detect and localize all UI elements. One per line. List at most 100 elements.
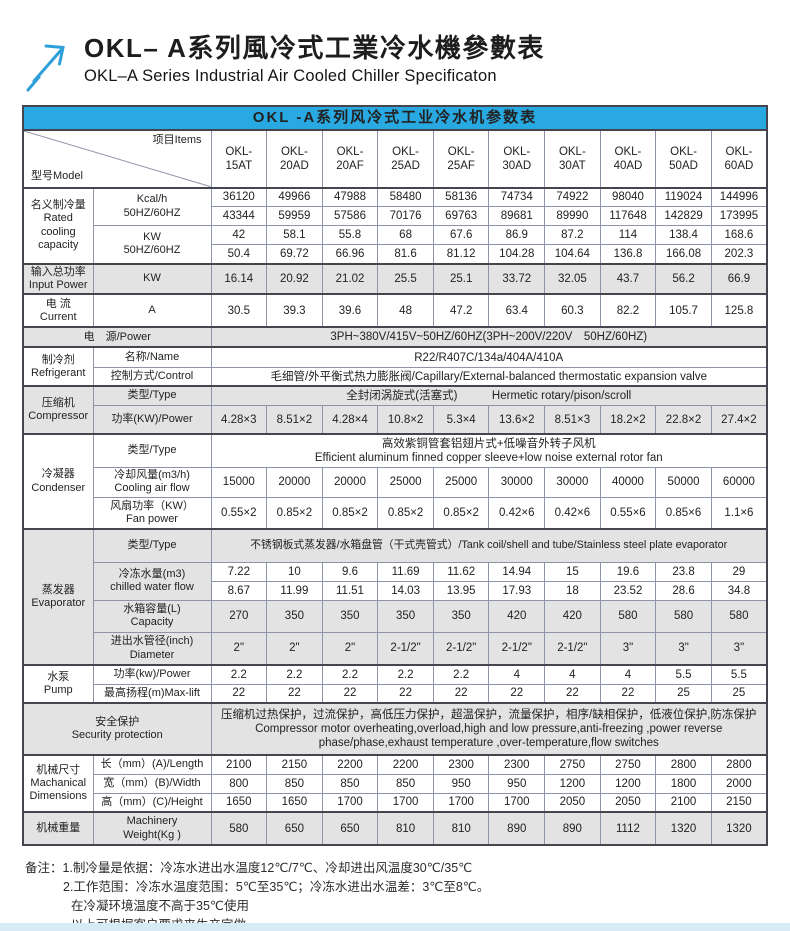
data-cell: 650 <box>321 811 379 846</box>
data-cell: 350 <box>432 599 490 633</box>
data-cell: 0.85×2 <box>377 496 434 530</box>
data-cell: 800 <box>210 773 268 794</box>
data-cell: 350 <box>377 599 434 633</box>
bottom-accent-bar <box>0 923 790 931</box>
data-cell: 104.64 <box>544 244 601 265</box>
data-cell: 2750 <box>599 754 657 775</box>
data-cell: 0.42×6 <box>544 496 601 530</box>
data-cell: 18.2×2 <box>599 404 657 435</box>
data-cell: 14.03 <box>377 580 434 601</box>
data-cell: 69.72 <box>266 244 323 265</box>
tank-capacity-label: 水箱容量(L) Capacity <box>92 599 212 633</box>
data-cell: 58.1 <box>266 225 323 246</box>
chilled-water-label: 冷冻水量(m3) chilled water flow <box>92 561 212 601</box>
weight-label: 机械重量 <box>22 811 94 846</box>
data-cell: 60.3 <box>544 293 601 328</box>
data-cell: 2-1/2" <box>544 631 601 666</box>
data-cell: 42 <box>210 225 268 246</box>
data-cell: 49966 <box>266 186 323 208</box>
data-cell: 104.28 <box>488 244 546 265</box>
length-row: 机械尺寸 Machanical Dimensions 长（mm）(A)/Leng… <box>22 754 768 813</box>
data-cell: 950 <box>488 773 546 794</box>
data-cell: 9.6 <box>321 561 379 582</box>
page-header: OKL– A系列風冷式工業冷水機參數表 OKL–A Series Industr… <box>26 33 790 92</box>
compressor-type-row: 压缩机 Compressor 类型/Type 全封闭涡旋式(活塞式) Herme… <box>22 385 768 435</box>
data-cell: 16.14 <box>210 262 268 295</box>
data-cell: 420 <box>544 599 601 633</box>
table-row: 50.4 69.72 66.96 81.6 81.12 104.28 104.64 136.8… <box>23 244 768 265</box>
input-power-row: 输入总功率 Input Power KW 16.14 20.92 21.02 25.5… <box>22 262 768 295</box>
rated-capacity-label: 名义制冷量 Rated cooling capacity <box>22 186 94 265</box>
data-cell: 119024 <box>655 186 712 208</box>
data-cell: OKL- 20AF <box>321 129 379 189</box>
compressor-power-label: 功率(KW)/Power <box>92 404 212 435</box>
data-cell: 1320 <box>655 811 712 846</box>
page-subtitle: OKL–A Series Industrial Air Cooled Chill… <box>84 66 497 85</box>
data-cell: 105.7 <box>655 293 712 328</box>
data-cell: 55.8 <box>321 225 379 246</box>
data-cell: 13.6×2 <box>488 404 546 435</box>
data-cell: 22 <box>432 683 490 704</box>
data-cell: 890 <box>544 811 601 846</box>
data-cell: OKL- 15AT <box>210 129 268 189</box>
data-cell: 68 <box>377 225 434 246</box>
data-cell: 47.2 <box>432 293 490 328</box>
data-cell: 2.2 <box>321 664 379 685</box>
data-cell: 89990 <box>544 206 601 227</box>
data-cell: 56.2 <box>655 262 712 295</box>
data-cell: 81.12 <box>432 244 490 265</box>
data-cell: 8.51×2 <box>266 404 323 435</box>
data-cell: 350 <box>321 599 379 633</box>
pump-label: 水泵 Pump <box>22 664 94 704</box>
data-cell: 87.2 <box>544 225 601 246</box>
evaporator-type-value: 不锈钢板式蒸发器/水箱盘管（干式壳管式）/Tank coil/shell and… <box>210 528 768 563</box>
data-cell: 2800 <box>655 754 712 775</box>
data-cell: 117648 <box>599 206 657 227</box>
max-lift-row: 最高扬程(m)Max-lift 22 22 22 22 22 22 22 22 25 25 <box>23 683 768 704</box>
data-cell: 28.6 <box>655 580 712 601</box>
max-lift-label: 最高扬程(m)Max-lift <box>92 683 212 704</box>
data-cell: 850 <box>321 773 379 794</box>
data-cell: 18 <box>544 580 601 601</box>
evaporator-type-row: 蒸发器 Evaporator 类型/Type 不锈钢板式蒸发器/水箱盘管（干式壳… <box>22 528 768 666</box>
data-cell: 0.85×6 <box>655 496 712 530</box>
height-row: 高（mm）(C)/Height 1650 1650 1700 1700 1700 1700… <box>23 792 768 813</box>
data-cell: 66.96 <box>321 244 379 265</box>
data-cell: 10 <box>266 561 323 582</box>
data-cell: 2.2 <box>210 664 268 685</box>
data-cell: 60000 <box>710 466 768 498</box>
power-supply-value: 3PH~380V/415V~50HZ/60HZ(3PH~200V/220V 50… <box>210 326 768 348</box>
data-cell: 27.4×2 <box>710 404 768 435</box>
data-cell: 25000 <box>432 466 490 498</box>
data-cell: 1650 <box>266 792 323 813</box>
data-cell: 350 <box>266 599 323 633</box>
data-cell: 2-1/2" <box>488 631 546 666</box>
data-cell: 2" <box>266 631 323 666</box>
data-cell: 420 <box>488 599 546 633</box>
data-cell: 82.2 <box>599 293 657 328</box>
data-cell: 950 <box>432 773 490 794</box>
corner-cell: 型号Model 项目Items <box>22 129 212 189</box>
data-cell: 2800 <box>710 754 768 775</box>
data-cell: 39.6 <box>321 293 379 328</box>
data-cell: 30000 <box>544 466 601 498</box>
compressor-label: 压缩机 Compressor <box>22 385 94 435</box>
data-cell: 34.8 <box>710 580 768 601</box>
data-cell: OKL- 50AD <box>655 129 712 189</box>
condenser-type-row: 冷凝器 Condenser 类型/Type 高效紫铜管套铝翅片式+低噪音外转子风… <box>22 433 768 530</box>
data-cell: OKL- 25AD <box>377 129 434 189</box>
data-cell: 43.7 <box>599 262 657 295</box>
data-cell: 25 <box>710 683 768 704</box>
data-cell: 11.99 <box>266 580 323 601</box>
notes-block: 备注：1.制冷量是依据：冷冻水进出水温度12℃/7℃、冷却进出风温度30℃/35… <box>25 859 790 931</box>
data-cell: 2-1/2" <box>432 631 490 666</box>
fan-power-label: 风扇功率（KW） Fan power <box>92 496 212 530</box>
data-cell: 20000 <box>321 466 379 498</box>
data-cell: 48 <box>377 293 434 328</box>
data-cell: 270 <box>210 599 268 633</box>
data-cell: 36120 <box>210 186 268 208</box>
data-cell: 11.51 <box>321 580 379 601</box>
data-cell: 23.52 <box>599 580 657 601</box>
data-cell: 810 <box>432 811 490 846</box>
data-cell: 2050 <box>544 792 601 813</box>
